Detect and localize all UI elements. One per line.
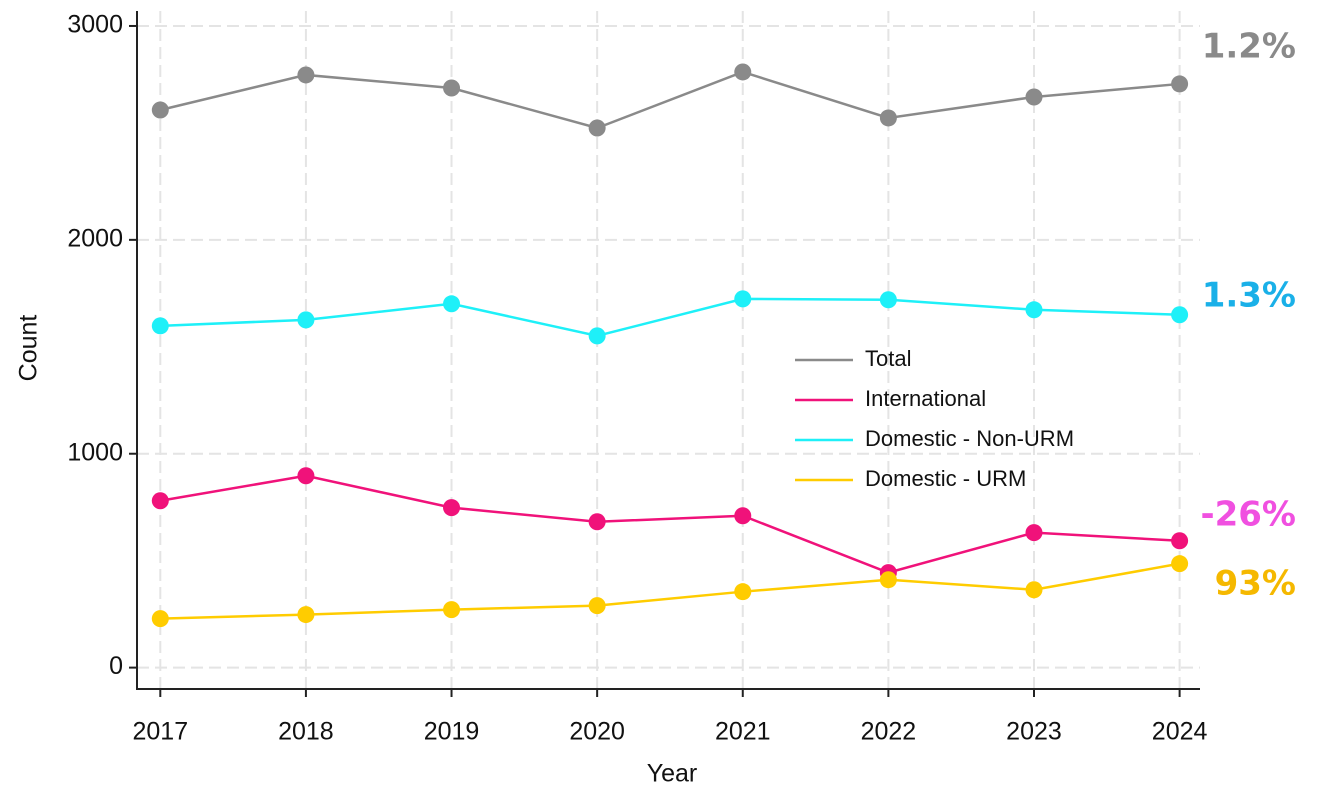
data-point: [588, 513, 606, 531]
axes: [136, 11, 1200, 690]
data-point: [297, 467, 315, 485]
data-point: [1025, 88, 1043, 106]
data-point: [1171, 555, 1189, 573]
data-point: [879, 571, 897, 589]
data-point: [297, 311, 315, 329]
x-tick-label: 2024: [1152, 718, 1208, 746]
legend-label: Domestic - URM: [865, 466, 1026, 491]
y-axis-label: Count: [15, 315, 43, 382]
data-point: [1171, 306, 1189, 324]
series-line: [160, 297, 1180, 338]
data-point: [879, 291, 897, 309]
data-point: [734, 290, 752, 308]
y-tick-label: 1000: [67, 438, 123, 466]
data-point: [588, 327, 606, 345]
x-tick-label: 2017: [132, 718, 188, 746]
series-line: [160, 562, 1180, 620]
data-point: [588, 597, 606, 615]
y-tick-label: 3000: [67, 11, 123, 39]
data-point: [1025, 301, 1043, 319]
data-point: [443, 295, 461, 313]
legend-label: Domestic - Non-URM: [865, 426, 1074, 451]
y-tick-label: 0: [109, 652, 123, 680]
data-point: [297, 66, 315, 84]
data-point: [151, 492, 169, 510]
data-point: [443, 499, 461, 517]
data-point: [879, 109, 897, 127]
data-point: [1171, 75, 1189, 93]
legend-label: International: [865, 386, 986, 411]
annotation: 1.2%: [1202, 27, 1296, 67]
data-point: [443, 79, 461, 97]
data-point: [734, 583, 752, 601]
x-tick-label: 2021: [715, 718, 771, 746]
series-line: [160, 474, 1180, 574]
x-tick-label: 2019: [424, 718, 480, 746]
data-point: [151, 610, 169, 628]
x-tick-label: 2023: [1006, 718, 1062, 746]
annotation: 1.3%: [1202, 276, 1296, 316]
data-point: [588, 119, 606, 137]
data-point: [151, 317, 169, 335]
x-tick-label: 2018: [278, 718, 334, 746]
data-point: [1025, 581, 1043, 599]
data-point: [1025, 524, 1043, 542]
data-point: [443, 601, 461, 619]
annotation: 93%: [1215, 564, 1296, 604]
x-tick-label: 2020: [569, 718, 625, 746]
x-axis-label: Year: [647, 760, 698, 788]
data-point: [734, 63, 752, 81]
series-line: [160, 70, 1180, 130]
x-tick-label: 2022: [861, 718, 917, 746]
data-point: [151, 101, 169, 119]
data-point: [734, 507, 752, 525]
data-point: [1171, 532, 1189, 550]
y-tick-label: 2000: [67, 224, 123, 252]
annotation: -26%: [1201, 495, 1297, 535]
data-point: [297, 606, 315, 624]
legend-label: Total: [865, 346, 911, 371]
